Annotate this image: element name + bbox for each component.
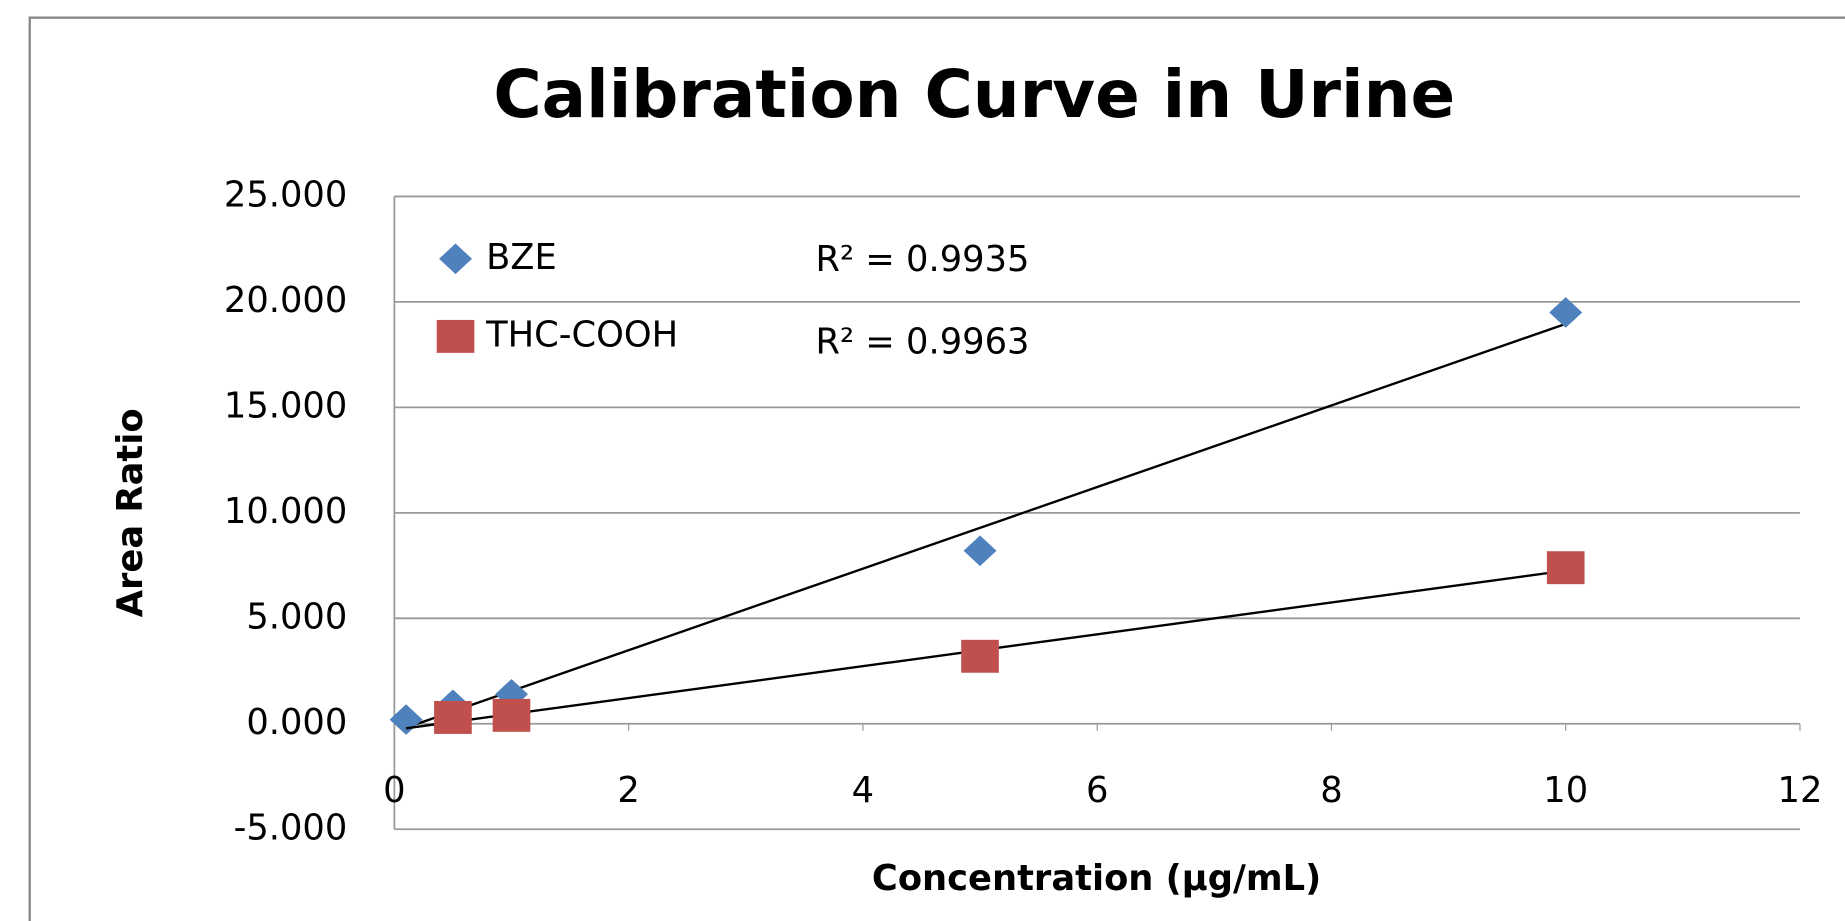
x-tick-label: 8 [1320,770,1342,811]
legend-label: BZE [486,237,557,278]
y-tick-label: 20.000 [224,280,347,321]
y-tick-label: 25.000 [224,174,347,215]
data-point [492,698,531,732]
x-tick-label: 0 [383,770,405,811]
trendline [405,322,1567,729]
data-point [436,319,475,353]
x-axis-label: Concentration (µg/mL) [872,858,1321,899]
y-tick-label: 5.000 [246,596,347,637]
data-point [1549,297,1583,328]
y-tick-label: 0.000 [246,702,347,743]
x-tick-label: 4 [852,770,874,811]
y-tick-label: 10.000 [224,491,347,532]
annotation: R² = 0.9935 [815,239,1029,280]
x-tick-label: 12 [1778,770,1823,811]
data-point [439,243,472,275]
legend-label: THC-COOH [485,314,678,355]
y-axis-label: Area Ratio [110,408,151,617]
annotation: R² = 0.9963 [815,321,1029,362]
data-point [961,639,999,673]
x-tick-label: 6 [1086,770,1108,811]
y-tick-label: -5.000 [234,807,348,848]
x-tick-label: 10 [1543,770,1588,811]
chart-title: Calibration Curve in Urine [493,56,1455,133]
chart-border [28,16,1845,921]
y-tick-label: 15.000 [224,385,347,426]
data-point [1546,551,1585,585]
x-tick-label: 2 [617,770,639,811]
data-point [434,700,472,734]
